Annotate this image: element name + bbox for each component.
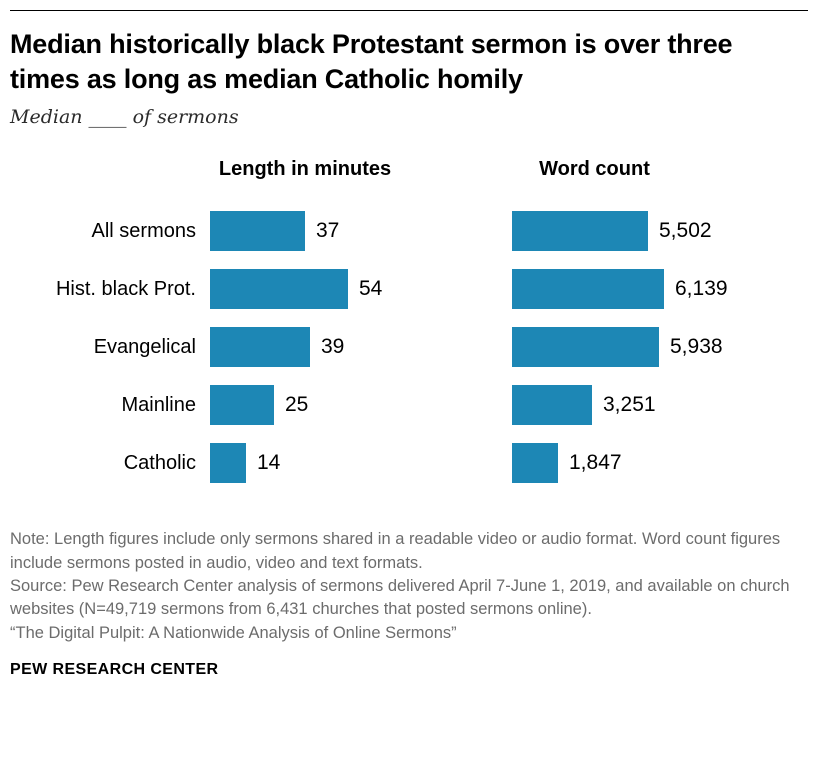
bar-row-cell: 3,251: [512, 376, 802, 434]
bar-row-cell: 1,847: [512, 434, 802, 492]
length-header-cell: Length in minutes: [210, 158, 512, 202]
header-spacer: [10, 158, 210, 202]
value-label: 37: [316, 219, 340, 243]
page-title: Median historically black Protestant ser…: [10, 29, 733, 94]
bar-row-cell: 14: [210, 434, 512, 492]
value-label: 25: [285, 393, 309, 417]
bar-row-cell: 5,938: [512, 318, 802, 376]
value-label: 5,502: [659, 219, 712, 243]
value-label: 5,938: [670, 335, 723, 359]
bar: [512, 443, 558, 484]
page-subtitle: Median ____ of sermons: [10, 106, 239, 129]
bar-chart-grid: Length in minutes Word count All sermons…: [10, 158, 808, 492]
value-label: 1,847: [569, 451, 622, 475]
value-label: 3,251: [603, 393, 656, 417]
bar: [210, 211, 305, 252]
notes-block: Note: Length figures include only sermon…: [10, 528, 808, 645]
value-label: 54: [359, 277, 383, 301]
source-text: Source: Pew Research Center analysis of …: [10, 576, 790, 619]
category-label: Mainline: [121, 393, 196, 416]
bar: [512, 385, 592, 426]
category-label: All sermons: [91, 219, 196, 242]
bar: [210, 443, 246, 484]
bar-row-cell: 39: [210, 318, 512, 376]
chart-header-wordcount: Word count: [539, 158, 650, 181]
bar-row-cell: 25: [210, 376, 512, 434]
bar-row-cell: 54: [210, 260, 512, 318]
bar-row-cell: 37: [210, 202, 512, 260]
chart-header-length: Length in minutes: [218, 158, 392, 181]
value-label: 14: [257, 451, 281, 475]
bar: [512, 327, 659, 368]
bar: [210, 327, 310, 368]
bar-row-cell: 6,139: [512, 260, 802, 318]
citation-text: “The Digital Pulpit: A Nationwide Analys…: [10, 623, 457, 642]
note-text: Note: Length figures include only sermon…: [10, 530, 781, 572]
footer-brand: PEW RESEARCH CENTER: [10, 661, 219, 679]
category-label: Hist. black Prot.: [55, 277, 196, 300]
value-label: 39: [321, 335, 345, 359]
bar: [512, 269, 664, 310]
wordcount-header-cell: Word count: [512, 158, 802, 202]
top-border-rule: [10, 10, 808, 11]
bar: [512, 211, 648, 252]
category-label: Catholic: [123, 451, 196, 474]
bar: [210, 269, 348, 310]
bar: [210, 385, 274, 426]
category-label: Evangelical: [93, 335, 196, 358]
bar-row-cell: 5,502: [512, 202, 802, 260]
value-label: 6,139: [675, 277, 728, 301]
